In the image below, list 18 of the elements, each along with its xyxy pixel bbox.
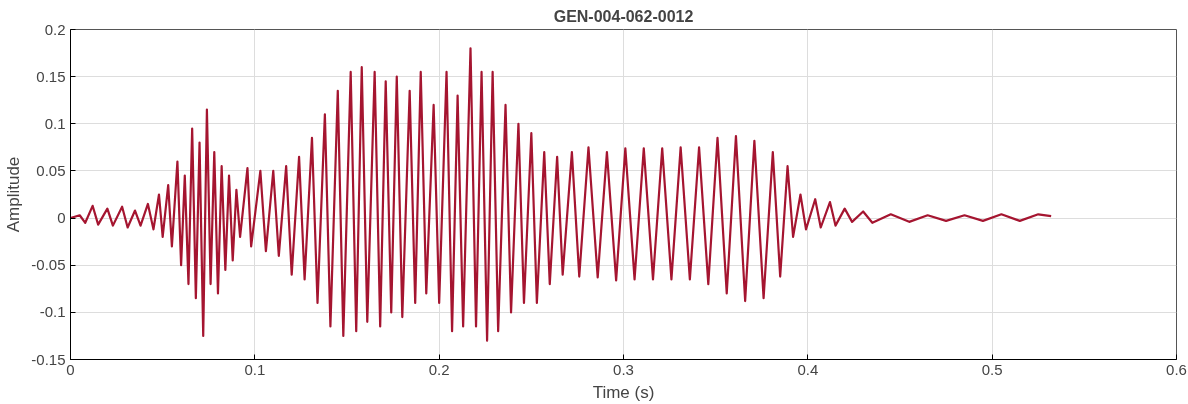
y-tick-label: -0.05 <box>31 256 66 274</box>
x-axis-title: Time (s) <box>592 382 655 402</box>
line-series <box>70 47 1053 342</box>
y-tick-label: 0.05 <box>36 161 66 179</box>
y-tick-label: 0.1 <box>44 114 66 132</box>
y-tick-label: -0.15 <box>31 350 66 368</box>
chart-title: GEN-004-062-0012 <box>553 7 694 25</box>
x-tick-label: 0.4 <box>797 360 819 378</box>
y-tick-label: -0.1 <box>39 303 66 321</box>
y-tick-label: 0 <box>57 209 66 227</box>
x-tick-label: 0.1 <box>244 360 266 378</box>
x-tick-label: 0.5 <box>981 360 1003 378</box>
y-axis-title: Amplitude <box>4 156 24 233</box>
x-tick-label: 0.3 <box>613 360 634 378</box>
x-tick-label: 0.6 <box>1166 360 1187 378</box>
y-tick-label: 0.2 <box>44 20 66 38</box>
y-tick-label: 0.15 <box>36 67 66 85</box>
x-tick-label: 0.2 <box>428 360 450 378</box>
